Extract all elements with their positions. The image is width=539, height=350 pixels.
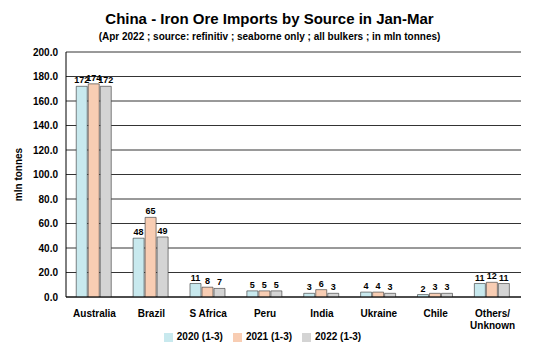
svg-text:172: 172 xyxy=(98,75,113,85)
svg-text:20.0: 20.0 xyxy=(39,267,59,278)
svg-text:172: 172 xyxy=(74,75,90,86)
svg-text:0.0: 0.0 xyxy=(44,292,58,303)
svg-text:120.0: 120.0 xyxy=(33,145,58,156)
html-text:(Apr 2022 ; source: refinitiv: (Apr 2022 ; source: refinitiv ; seaborne… xyxy=(98,31,441,42)
svg-text:80.0: 80.0 xyxy=(39,194,59,205)
svg-text:3: 3 xyxy=(432,282,437,292)
svg-text:Chile: Chile xyxy=(423,308,448,319)
svg-text:S Africa: S Africa xyxy=(189,308,227,319)
svg-text:6: 6 xyxy=(319,279,324,289)
svg-text:180.0: 180.0 xyxy=(33,71,58,82)
svg-text:4: 4 xyxy=(376,281,381,291)
svg-text:Others/Unknown: Others/Unknown xyxy=(470,308,515,331)
svg-text:40.0: 40.0 xyxy=(39,243,59,254)
svg-text:140.0: 140.0 xyxy=(33,120,58,131)
svg-text:5: 5 xyxy=(262,280,267,290)
svg-text:11: 11 xyxy=(475,273,485,283)
svg-text:160.0: 160.0 xyxy=(33,96,58,107)
svg-text:11: 11 xyxy=(499,273,509,283)
svg-text:48: 48 xyxy=(134,227,144,237)
svg-text:3: 3 xyxy=(331,282,336,292)
svg-text:65: 65 xyxy=(146,206,156,216)
html-text:China - Iron Ore Imports by So: China - Iron Ore Imports by Source in Ja… xyxy=(105,10,434,27)
svg-text:100.0: 100.0 xyxy=(33,169,58,180)
svg-text:60.0: 60.0 xyxy=(39,218,59,229)
svg-text:3: 3 xyxy=(388,282,393,292)
svg-text:7: 7 xyxy=(217,277,222,287)
svg-text:12: 12 xyxy=(487,271,497,281)
svg-text:Australia: Australia xyxy=(73,308,116,319)
svg-text:174: 174 xyxy=(86,72,102,83)
html-text:2020 (1-3): 2020 (1-3) xyxy=(176,331,223,342)
html-text:2022 (1-3): 2022 (1-3) xyxy=(315,331,362,342)
svg-text:Peru: Peru xyxy=(254,308,276,319)
svg-text:200.0: 200.0 xyxy=(33,47,58,58)
html-text:2021 (1-3): 2021 (1-3) xyxy=(245,331,293,342)
svg-text:2: 2 xyxy=(420,284,425,294)
svg-text:11: 11 xyxy=(191,273,201,283)
svg-text:India: India xyxy=(310,308,334,319)
svg-text:3: 3 xyxy=(307,282,312,292)
svg-text:5: 5 xyxy=(274,280,279,290)
svg-text:Brazil: Brazil xyxy=(138,308,165,319)
svg-text:3: 3 xyxy=(444,282,449,292)
svg-text:4: 4 xyxy=(364,281,369,291)
svg-text:5: 5 xyxy=(250,280,255,290)
svg-text:8: 8 xyxy=(205,276,210,286)
svg-text:mln tonnes: mln tonnes xyxy=(13,147,24,201)
svg-text:49: 49 xyxy=(158,226,168,236)
svg-text:Ukraine: Ukraine xyxy=(360,308,397,319)
